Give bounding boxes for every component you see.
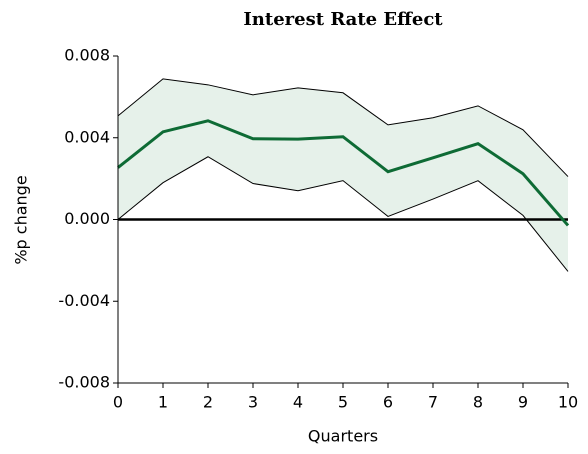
x-tick-label: 10: [558, 393, 578, 412]
y-tick-label: -0.004: [58, 291, 110, 310]
x-tick-label: 7: [428, 393, 438, 412]
y-tick-label: 0.000: [64, 209, 110, 228]
chart-title: Interest Rate Effect: [243, 9, 443, 30]
y-tick-label: -0.008: [58, 373, 110, 392]
x-tick-label: 1: [158, 393, 168, 412]
y-tick-label: 0.004: [64, 127, 110, 146]
y-tick-label: 0.008: [64, 46, 110, 65]
x-tick-label: 8: [473, 393, 483, 412]
x-tick-label: 0: [113, 393, 123, 412]
confidence-band: [118, 78, 568, 272]
y-axis-label: %p change: [12, 175, 31, 264]
x-tick-label: 6: [383, 393, 393, 412]
lower-bound: [117, 156, 569, 272]
x-tick-label: 2: [203, 393, 213, 412]
line: [117, 119, 570, 227]
x-tick-label: 4: [293, 393, 303, 412]
x-tick-label: 9: [518, 393, 528, 412]
x-tick-label: 5: [338, 393, 348, 412]
x-tick-label: 3: [248, 393, 258, 412]
x-axis-label: Quarters: [308, 427, 378, 446]
upper-bound: [117, 78, 569, 177]
